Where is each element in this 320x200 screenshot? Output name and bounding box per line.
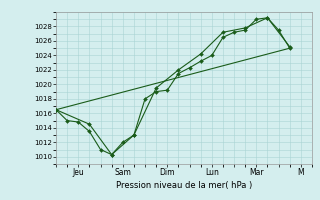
X-axis label: Pression niveau de la mer( hPa ): Pression niveau de la mer( hPa ) — [116, 181, 252, 190]
